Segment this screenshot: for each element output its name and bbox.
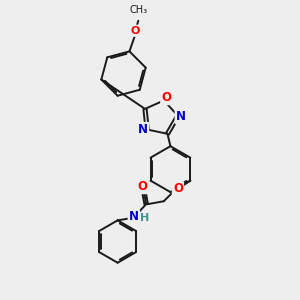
Text: N: N [176, 110, 186, 123]
Text: N: N [138, 123, 148, 136]
Text: O: O [161, 91, 171, 104]
Text: O: O [137, 180, 147, 193]
Text: N: N [129, 210, 139, 223]
Text: H: H [140, 213, 149, 223]
Text: O: O [173, 182, 183, 195]
Text: O: O [130, 26, 140, 36]
Text: CH₃: CH₃ [129, 5, 147, 16]
